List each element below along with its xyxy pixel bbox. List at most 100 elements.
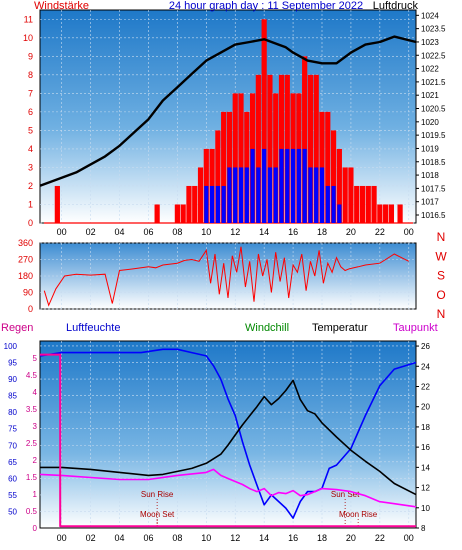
gust-bar [336,148,342,223]
rain-tick-label: 2 [33,456,38,465]
pressure-tick-label: 1020.5 [421,105,446,114]
x-tick-label: 12 [230,533,240,543]
gust-bar [388,204,395,223]
humidity-temperature-plot-area [39,340,417,529]
rain-tick-label: 0.5 [26,507,38,516]
regen-line [40,353,416,528]
mean-wind-bar [227,167,232,223]
pressure-tick-label: 1018 [421,171,439,180]
temperature-tick-label: 22 [421,382,430,391]
temperature-tick-label: 8 [421,524,426,533]
temperature-tick-label: 14 [421,463,430,472]
gust-bar [232,93,238,223]
compass-label: O [436,288,445,302]
wind-tick-label: 4 [28,144,33,154]
mean-wind-bar [308,167,313,223]
wind-tick-label: 11 [24,14,33,24]
pressure-tick-label: 1019 [421,144,439,153]
wind-tick-label: 7 [28,88,33,98]
rain-tick-label: 5 [33,354,38,363]
pressure-axis-title: Luftdruck [373,0,419,12]
mean-wind-bar [250,148,255,223]
pressure-tick-label: 1022.5 [421,51,446,60]
temperature-tick-label: 12 [421,484,430,493]
pressure-tick-label: 1020 [421,118,439,127]
x-tick-label: 16 [288,227,298,237]
mean-wind-bar [285,148,290,223]
gust-bar [371,185,377,223]
mean-wind-bar [319,167,325,223]
gust-bar [197,167,204,223]
compass-label: N [437,230,446,244]
x-tick-label: 08 [172,533,182,543]
x-tick-label: 14 [259,227,269,237]
pressure-tick-label: 1021 [421,91,439,100]
mean-wind-bar [204,185,209,223]
x-tick-label: 18 [317,533,327,543]
humidity-temperature-marks: Sun Rise Moon Set Sun Set Moon Rise [39,348,417,528]
mean-wind-bar [238,167,244,223]
humidity-tick-label: 75 [8,425,17,434]
gust-bar [302,56,308,223]
humidity-tick-label: 80 [8,408,17,417]
mean-wind-bar [314,167,319,223]
mean-wind-bar [256,167,261,223]
pressure-tick-label: 1022 [421,65,439,74]
gust-bar [359,185,366,223]
taupunkt-line [39,468,417,508]
mean-wind-bar [209,185,215,223]
gust-bar [215,130,221,223]
direction-tick-label: 0 [28,304,33,314]
temperature-tick-label: 16 [421,443,430,452]
mean-wind-bar [233,167,238,223]
dewpoint-label: Taupunkt [393,322,438,334]
mean-wind-bar [273,167,278,223]
mean-wind-bar [296,148,301,223]
wind-tick-label: 1 [28,199,33,209]
humidity-tick-label: 95 [8,359,17,368]
mean-wind-bar [337,204,342,223]
wind-axis-title: Windstärke [34,0,89,12]
mean-wind-bar [325,185,330,223]
rain-tick-label: 1.5 [26,473,38,482]
x-tick-label: 20 [346,533,356,543]
gust-bar [342,167,348,223]
mean-wind-bar [267,167,273,223]
gust-bar [273,93,279,223]
humidity-tick-label: 60 [8,474,17,483]
rain-tick-label: 3 [33,422,38,431]
pressure-tick-label: 1017.5 [421,184,446,193]
x-tick-label: 10 [201,227,211,237]
x-tick-label: 00 [57,533,67,543]
gust-bar [221,111,227,223]
pressure-tick-label: 1019.5 [421,131,446,140]
pressure-tick-label: 1023 [421,38,439,47]
temperature-tick-label: 10 [421,504,430,513]
wind-tick-label: 2 [28,181,33,191]
wind-pressure-axes: 00 02 04 06 08 10 12 14 16 18 20 22 0001234567891011… [23,11,446,237]
wind-tick-label: 9 [28,51,33,61]
wind-tick-label: 6 [28,107,33,117]
gust-bar [154,204,160,223]
gust-bar [180,204,186,223]
rain-label: Regen [1,322,33,334]
mean-wind-bar [262,148,267,223]
mean-wind-bar [279,148,284,223]
x-tick-label: 12 [230,227,240,237]
luftfeuchte-line [39,348,417,519]
gust-bar [330,130,337,223]
gust-bar [348,167,354,223]
pressure-tick-label: 1024 [421,11,439,20]
pressure-tick-label: 1021.5 [421,78,446,87]
gust-bar [174,204,180,223]
x-tick-label: 22 [375,533,385,543]
event-annotation: Sun Set [331,490,360,499]
x-tick-label: 00 [57,227,67,237]
temperature-tick-label: 18 [421,423,430,432]
gust-bar [261,19,267,224]
humidity-tick-label: 65 [8,458,17,467]
x-tick-label: 22 [375,227,385,237]
x-tick-label: 20 [346,227,356,237]
event-annotation: Moon Rise [339,510,378,519]
